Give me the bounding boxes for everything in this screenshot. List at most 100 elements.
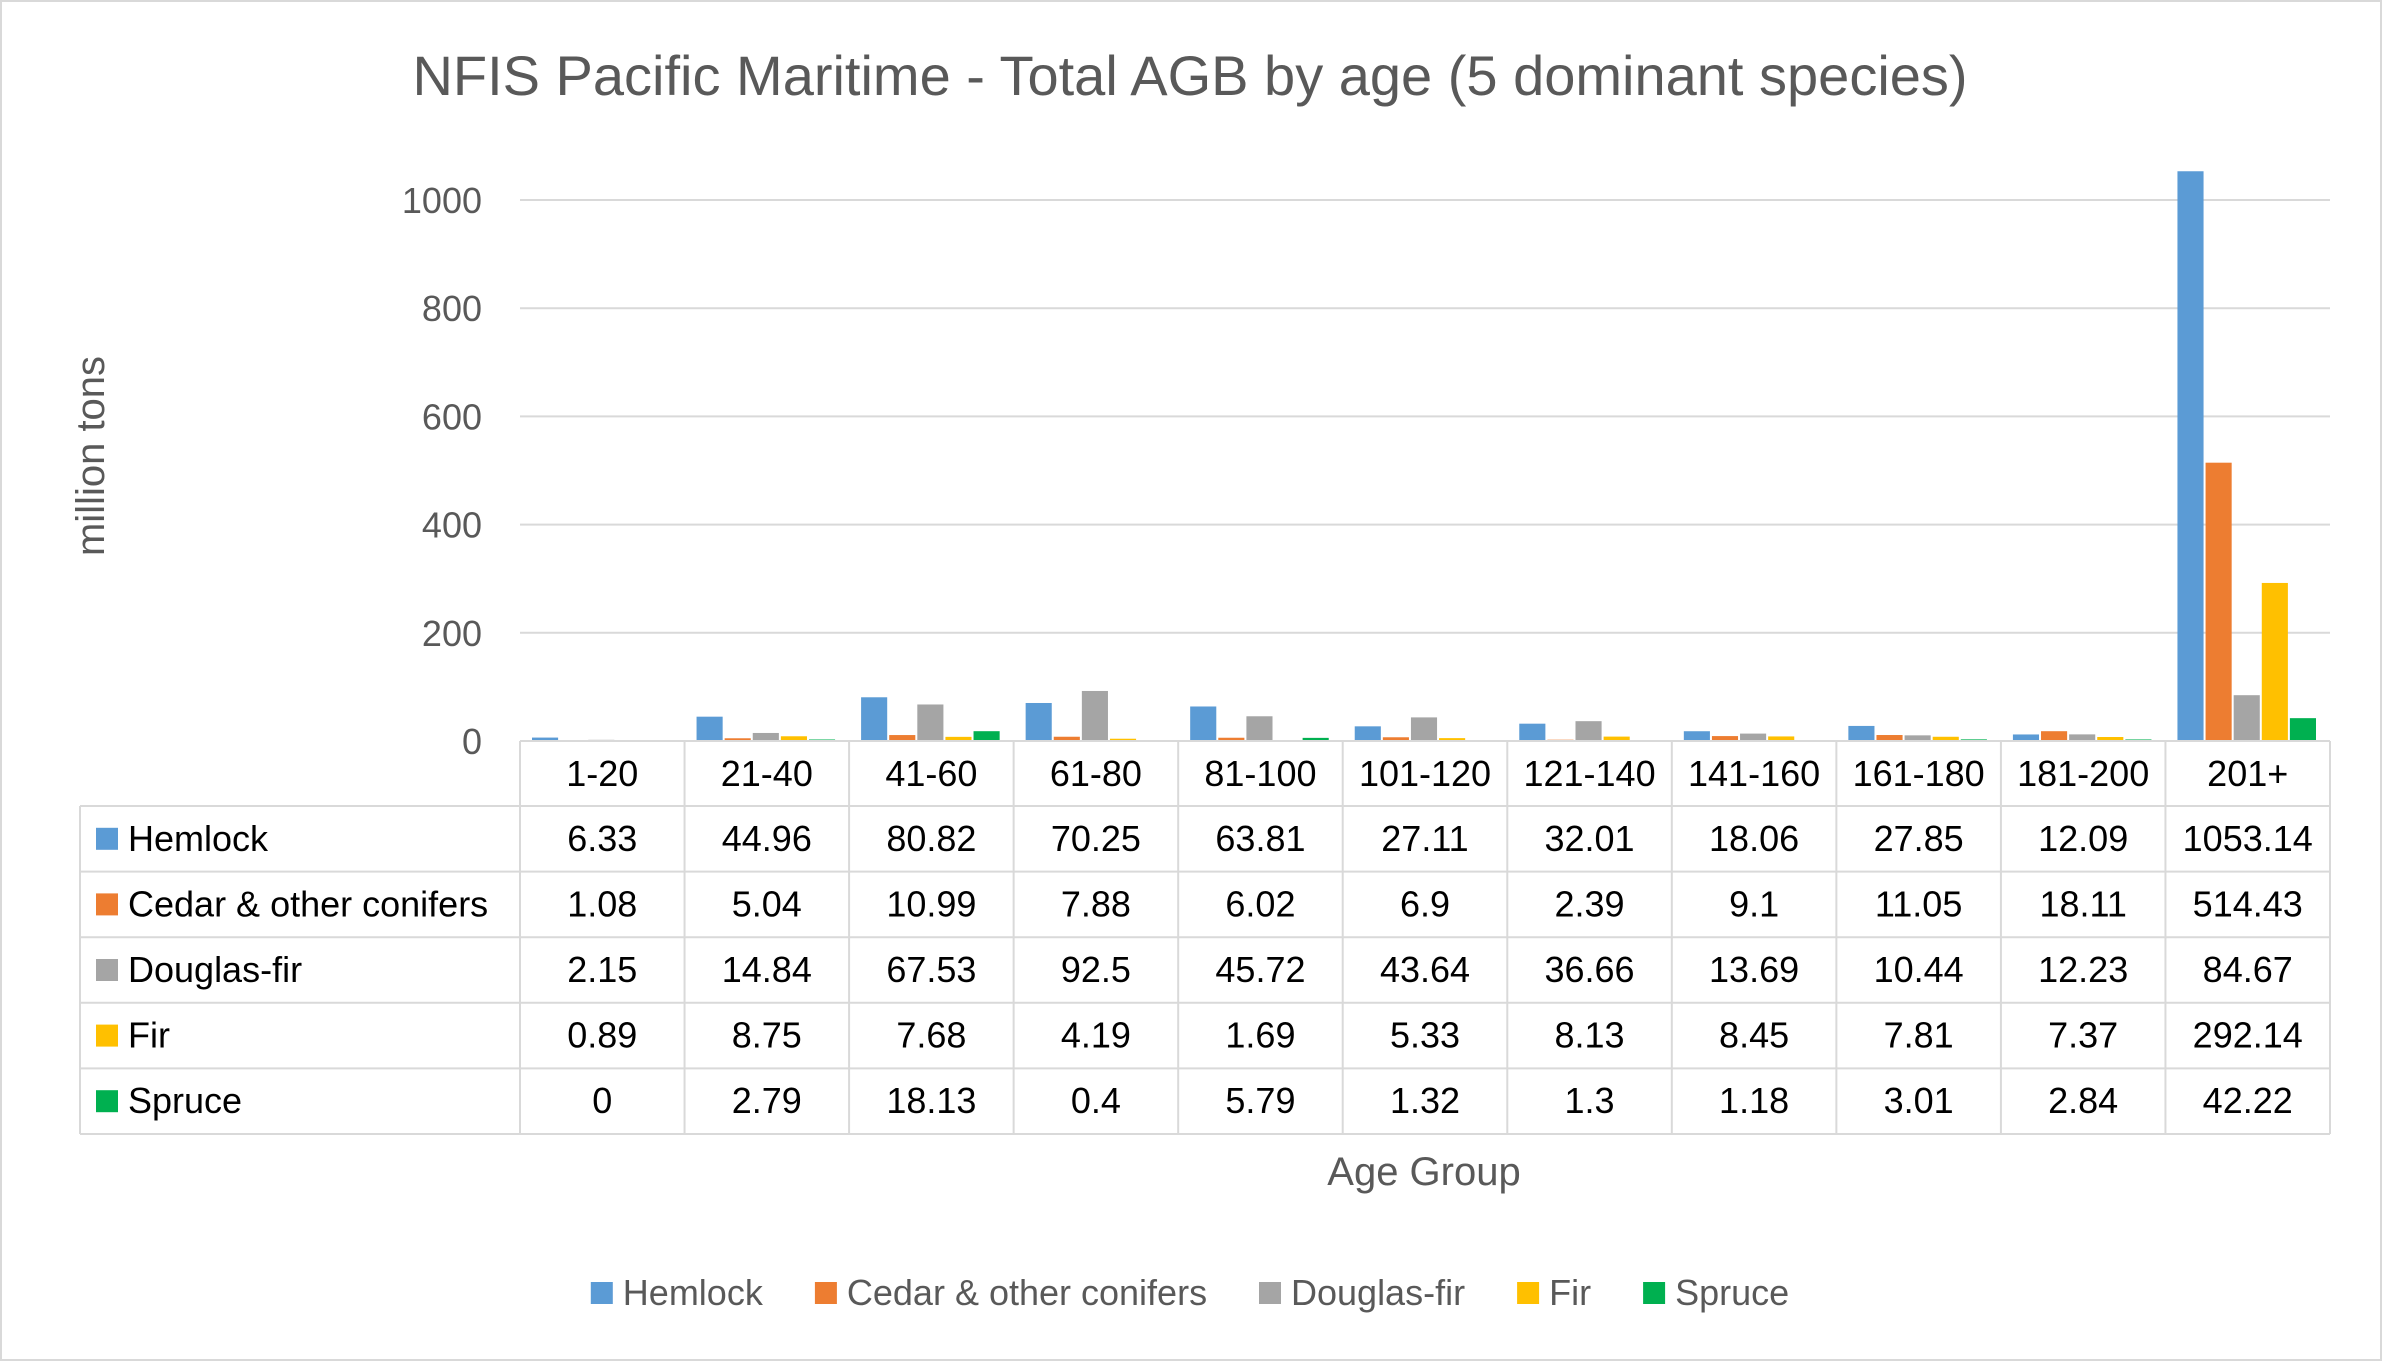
x-category-label: 161-180 (1853, 753, 1985, 794)
x-category-label: 21-40 (721, 753, 813, 794)
table-cell-value: 12.23 (2038, 949, 2128, 990)
table-cell-value: 84.67 (2203, 949, 2293, 990)
bar-douglas-fir-41-60 (917, 704, 944, 741)
legend-swatch (814, 1282, 837, 1304)
table-cell-value: 32.01 (1544, 818, 1634, 859)
table-cell-value: 80.82 (886, 818, 976, 859)
y-tick-label: 400 (422, 505, 482, 546)
bar-cedar-and-other-conifers-21-40 (724, 738, 751, 741)
bar-douglas-fir-141-160 (1740, 733, 1767, 741)
bar-cedar-and-other-conifers-181-200 (2041, 731, 2068, 741)
table-cell-value: 292.14 (2193, 1015, 2303, 1056)
gridlines (520, 199, 2330, 634)
table-cell-value: 8.13 (1555, 1015, 1625, 1056)
table-cell-value: 1.3 (1565, 1080, 1615, 1121)
y-axis-ticks: 0 200 400 600 800 1000 (402, 180, 482, 762)
data-table: 1-20 21-40 41-60 61-80 81-100 101-120 121-140 1… (79, 740, 2331, 1135)
bar-fir-181-200 (2097, 737, 2124, 741)
table-cell-value: 5.04 (732, 883, 802, 924)
x-category-label: 181-200 (2017, 753, 2149, 794)
table-legend-key-cedar-and-other-conifers (96, 893, 118, 916)
bar-fir-101-120 (1439, 738, 1466, 741)
bar-fir-121-140 (1603, 736, 1630, 741)
bar-fir-41-60 (945, 736, 972, 741)
bar-hemlock-181-200 (2012, 734, 2040, 741)
table-cell-value: 67.53 (886, 949, 976, 990)
table-cell-value: 44.96 (722, 818, 812, 859)
table-cell-value: 27.11 (1381, 818, 1468, 859)
bar-fir-201 (2261, 582, 2288, 741)
bar-fir-21-40 (780, 736, 807, 741)
table-legend-key-spruce (96, 1090, 118, 1113)
table-cell-value: 45.72 (1215, 949, 1305, 990)
table-cell-value: 1.69 (1225, 1015, 1295, 1056)
bar-fir-141-160 (1768, 736, 1795, 741)
bar-douglas-fir-21-40 (752, 732, 779, 741)
table-cell-value: 11.05 (1875, 883, 1962, 924)
bar-hemlock-41-60 (861, 697, 888, 741)
bar-cedar-and-other-conifers-101-120 (1382, 737, 1409, 741)
table-cell-value: 92.5 (1061, 949, 1131, 990)
bar-hemlock-161-180 (1848, 725, 1875, 741)
table-cell-value: 8.75 (732, 1015, 802, 1056)
y-tick-label: 800 (422, 288, 482, 329)
legend: Hemlock Cedar & other conifers Douglas-fir… (590, 1272, 1789, 1313)
table-cell-value: 1.32 (1390, 1080, 1460, 1121)
table-cell-value: 514.43 (2193, 883, 2303, 924)
table-cell-value: 70.25 (1051, 818, 1141, 859)
table-series-label: Fir (128, 1015, 170, 1056)
bar-hemlock-121-140 (1519, 723, 1546, 741)
x-category-label: 101-120 (1359, 753, 1491, 794)
bar-hemlock-21-40 (696, 716, 723, 741)
table-legend-key-hemlock (96, 827, 118, 850)
x-category-label: 141-160 (1688, 753, 1820, 794)
table-cell-value: 2.79 (732, 1080, 802, 1121)
table-cell-value: 0 (592, 1080, 612, 1121)
table-cell-value: 18.11 (2039, 883, 2126, 924)
table-cell-value: 12.09 (2038, 818, 2128, 859)
legend-swatch (1517, 1282, 1540, 1304)
bar-hemlock-101-120 (1354, 726, 1381, 741)
table-cell-value: 2.39 (1555, 883, 1625, 924)
bar-hemlock-81-100 (1190, 706, 1217, 741)
x-category-label: 41-60 (885, 753, 977, 794)
bar-cedar-and-other-conifers-141-160 (1711, 736, 1739, 741)
bar-cedar-and-other-conifers-41-60 (889, 735, 916, 741)
x-category-label: 121-140 (1523, 753, 1655, 794)
bar-douglas-fir-161-180 (1904, 735, 1931, 741)
y-tick-label: 1000 (402, 180, 482, 221)
table-cell-value: 42.22 (2203, 1080, 2293, 1121)
table-series-label: Spruce (128, 1080, 242, 1121)
legend-label: Spruce (1675, 1272, 1789, 1313)
x-category-label: 81-100 (1204, 753, 1316, 794)
table-cell-value: 36.66 (1544, 949, 1634, 990)
table-cell-value: 7.81 (1884, 1015, 1954, 1056)
legend-item-hemlock: Hemlock (590, 1272, 764, 1313)
bar-hemlock-1-20 (532, 737, 559, 741)
legend-label: Douglas-fir (1291, 1272, 1465, 1313)
legend-item-fir: Fir (1517, 1272, 1591, 1313)
bar-douglas-fir-181-200 (2069, 734, 2096, 741)
table-cell-value: 18.13 (886, 1080, 976, 1121)
x-category-label: 61-80 (1050, 753, 1142, 794)
bar-fir-61-80 (1109, 738, 1137, 741)
bar-cedar-and-other-conifers-81-100 (1218, 737, 1245, 741)
table-cell-value: 1053.14 (2183, 818, 2313, 859)
table-series-label: Cedar & other conifers (128, 883, 488, 924)
table-cell-value: 2.15 (567, 949, 637, 990)
bar-douglas-fir-61-80 (1081, 690, 1108, 741)
bar-douglas-fir-101-120 (1410, 717, 1438, 741)
table-cell-value: 43.64 (1380, 949, 1470, 990)
table-cell-value: 27.85 (1874, 818, 1964, 859)
bar-hemlock-61-80 (1025, 702, 1052, 741)
bar-spruce-41-60 (973, 731, 1000, 741)
bar-douglas-fir-201 (2233, 695, 2260, 741)
table-cell-value: 63.81 (1215, 818, 1305, 859)
table-legend-key-douglas-fir (96, 959, 118, 981)
table-cell-value: 7.68 (896, 1015, 966, 1056)
table-cell-value: 7.88 (1061, 883, 1131, 924)
legend-item-douglas-fir: Douglas-fir (1259, 1272, 1465, 1313)
